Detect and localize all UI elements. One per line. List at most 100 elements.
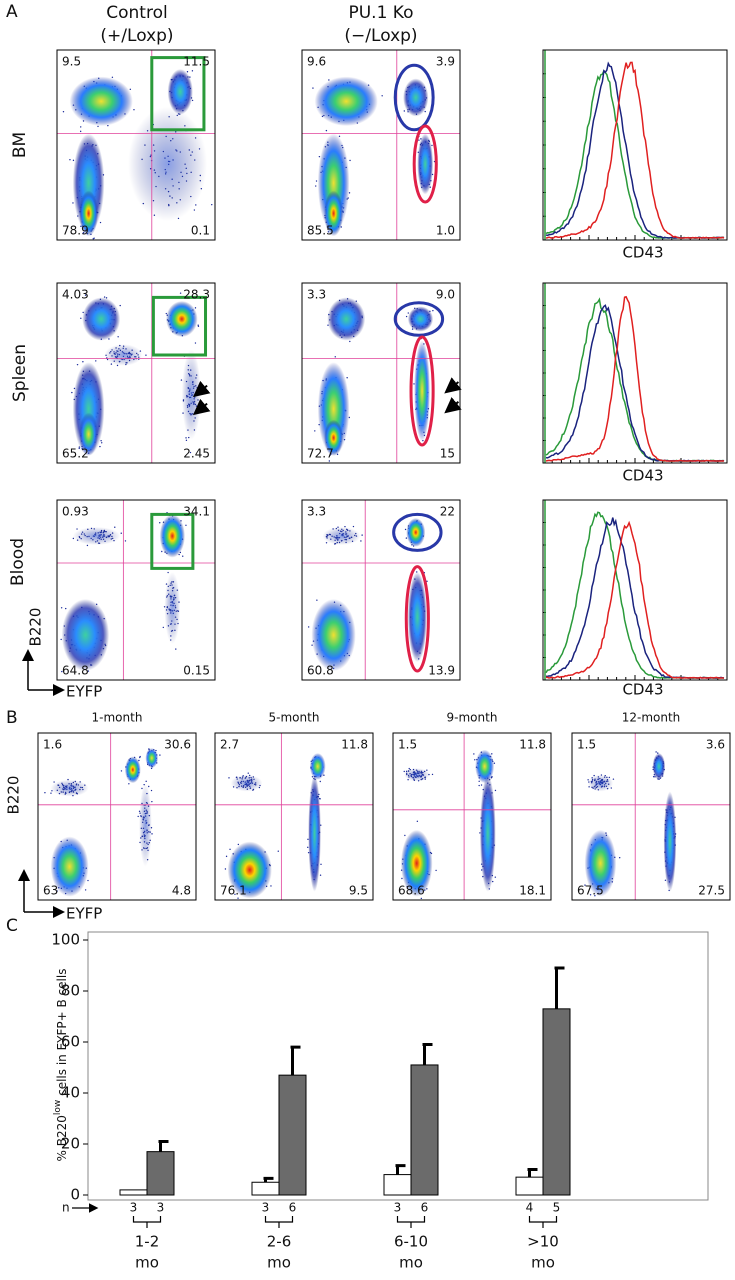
column-title: Control — [106, 3, 167, 23]
event-dot — [401, 878, 402, 879]
bar — [120, 1190, 147, 1195]
column-genotype: (+/Loxp) — [100, 26, 173, 46]
event-dot — [406, 537, 407, 538]
event-dot — [481, 784, 482, 785]
event-dot — [405, 529, 406, 530]
error-bar — [396, 1166, 406, 1175]
event-dot — [474, 759, 475, 760]
event-dot — [353, 526, 354, 527]
quadrant-value: 2.45 — [183, 447, 210, 461]
plot-area — [401, 750, 496, 899]
error-bar — [555, 968, 565, 1009]
row-label: Blood — [8, 538, 28, 586]
plot-area — [308, 518, 429, 671]
event-dot — [63, 111, 64, 112]
column-genotype: (−/Loxp) — [344, 26, 417, 46]
event-dot — [159, 522, 160, 523]
histogram-curve — [546, 305, 724, 461]
error-bar — [528, 1170, 538, 1178]
event-dot — [139, 756, 140, 757]
event-dot — [182, 555, 183, 556]
event-dot — [80, 126, 81, 127]
event-dot — [117, 336, 118, 337]
event-dot — [329, 460, 330, 461]
quadrant-value: 11.5 — [183, 55, 210, 69]
density-blob — [403, 79, 428, 117]
event-dot — [491, 753, 492, 754]
event-dot — [121, 770, 122, 771]
density-blob — [70, 77, 133, 126]
event-dot — [349, 341, 350, 342]
x-tick-label: 2-6 — [267, 1233, 292, 1251]
x-tick-unit: mo — [531, 1254, 555, 1272]
x-tick-label: 6-10 — [394, 1233, 428, 1251]
event-dot — [151, 801, 152, 802]
event-dot — [128, 783, 129, 784]
event-dot — [80, 470, 81, 471]
flow-plot: 9.63.985.51.0 — [302, 50, 460, 240]
quadrant-value: 60.8 — [307, 664, 334, 678]
event-dot — [181, 379, 182, 380]
quadrant-value: 78.9 — [62, 224, 89, 238]
flow-plot: 2.711.876.19.5 — [215, 733, 373, 903]
event-dot — [77, 364, 78, 365]
density-blob — [145, 748, 158, 768]
quadrant-value: 3.3 — [307, 288, 326, 302]
event-dot — [326, 130, 327, 131]
column-title: PU.1 Ko — [348, 3, 413, 23]
panel-label: B — [6, 708, 18, 728]
event-dot — [381, 95, 382, 96]
y-tick-label: 80 — [61, 982, 80, 1000]
event-dot — [237, 897, 238, 898]
event-dot — [619, 857, 620, 858]
event-dot — [163, 627, 164, 628]
event-dot — [87, 545, 88, 546]
plot-area — [63, 69, 213, 241]
event-dot — [238, 844, 239, 845]
density-blob — [315, 77, 378, 126]
row-label: BM — [10, 132, 30, 158]
quadrant-value: 3.3 — [307, 505, 326, 519]
y-tick-label: 0 — [70, 1186, 80, 1204]
event-dot — [404, 110, 405, 111]
event-dot — [85, 889, 86, 890]
event-dot — [145, 354, 146, 355]
event-dot — [95, 360, 96, 361]
event-dot — [316, 180, 317, 181]
quadrant-value: 0.93 — [62, 505, 89, 519]
event-dot — [70, 902, 71, 903]
axis-label: EYFP — [66, 683, 102, 701]
n-label: n — [62, 1201, 70, 1215]
quadrant-value: 2.7 — [220, 738, 239, 752]
bar — [252, 1182, 279, 1195]
event-dot — [197, 324, 198, 325]
event-dot — [60, 639, 61, 640]
plot-area — [44, 748, 160, 909]
bar — [279, 1075, 306, 1195]
bracket — [530, 1216, 557, 1228]
event-dot — [130, 89, 131, 90]
density-blob — [308, 775, 321, 892]
event-dot — [87, 880, 88, 881]
quadrant-value: 9.5 — [349, 884, 368, 898]
quadrant-value: 68.6 — [398, 884, 425, 898]
density-blob — [323, 527, 361, 545]
event-dot — [335, 356, 336, 357]
event-dot — [417, 821, 418, 822]
density-blob — [588, 775, 613, 792]
quadrant-value: 1.6 — [43, 738, 62, 752]
n-value: 6 — [289, 1201, 297, 1215]
histogram-curve — [546, 62, 724, 238]
quadrant-value: 15 — [440, 447, 455, 461]
event-dot — [185, 525, 186, 526]
quadrant-value: 76.1 — [220, 884, 247, 898]
quadrant-value: 22 — [440, 505, 455, 519]
event-dot — [69, 159, 70, 160]
event-dot — [76, 528, 77, 529]
density-blob — [414, 341, 430, 442]
histogram-curve — [546, 71, 724, 238]
event-dot — [133, 109, 134, 110]
histogram-curve — [546, 512, 724, 678]
x-tick-unit: mo — [267, 1254, 291, 1272]
